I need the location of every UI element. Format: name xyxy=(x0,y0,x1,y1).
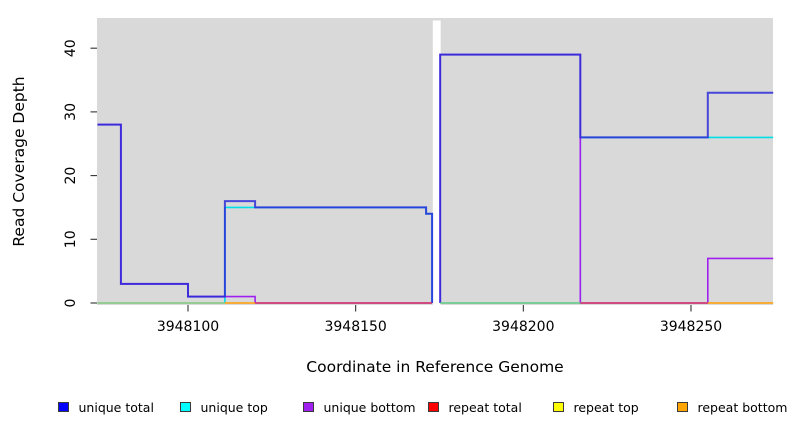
legend-swatch-icon xyxy=(58,401,69,413)
legend-swatch-icon xyxy=(553,401,564,413)
y-tick-label: 30 xyxy=(63,103,79,121)
legend-item-unique-top: unique top xyxy=(180,399,268,415)
series-unique-total xyxy=(97,123,434,303)
legend-item-unique-total: unique total xyxy=(58,399,154,415)
legend-label: unique top xyxy=(200,399,268,415)
legend-swatch-icon xyxy=(428,401,439,413)
y-tick-label: 10 xyxy=(63,230,79,248)
legend-swatch-icon xyxy=(303,401,314,413)
legend-swatch-icon xyxy=(180,401,191,413)
masked-region xyxy=(432,20,441,305)
legend-label: unique bottom xyxy=(323,399,416,415)
legend-item-repeat-top: repeat top xyxy=(553,399,639,415)
x-tick-label: 3948200 xyxy=(492,319,554,335)
legend-item-unique-bottom: unique bottom xyxy=(303,399,416,415)
series-unique-total xyxy=(439,53,774,303)
y-tick-label: 40 xyxy=(63,39,79,57)
legend-label: repeat top xyxy=(573,399,639,415)
legend: unique total unique top unique bottom repea… xyxy=(0,399,792,417)
x-axis-title: Coordinate in Reference Genome xyxy=(306,358,563,376)
x-tick-label: 3948250 xyxy=(660,319,722,335)
y-tick-label: 20 xyxy=(63,167,79,185)
legend-label: repeat bottom xyxy=(697,399,788,415)
x-tick-label: 3948100 xyxy=(157,319,219,335)
x-tick-label: 3948150 xyxy=(324,319,386,335)
legend-swatch-icon xyxy=(677,401,688,413)
legend-label: unique total xyxy=(78,399,154,415)
legend-label: repeat total xyxy=(448,399,522,415)
y-axis-title: Read Coverage Depth xyxy=(10,76,28,246)
y-tick-label: 0 xyxy=(63,299,79,308)
legend-item-repeat-total: repeat total xyxy=(428,399,522,415)
legend-item-repeat-bottom: repeat bottom xyxy=(677,399,787,415)
